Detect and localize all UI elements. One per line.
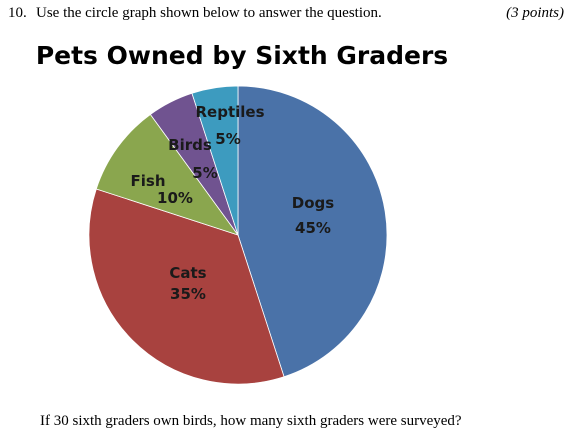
- slice-label-reptiles: Reptiles: [195, 103, 264, 121]
- question-text: Use the circle graph shown below to answ…: [36, 5, 382, 21]
- slice-value-fish: 10%: [157, 189, 193, 207]
- slice-label-dogs: Dogs: [292, 194, 334, 212]
- slice-label-cats: Cats: [169, 264, 206, 282]
- question-number: 10.: [8, 5, 27, 21]
- slice-value-cats: 35%: [170, 285, 206, 303]
- followup-question: If 30 sixth graders own birds, how many …: [40, 413, 462, 429]
- slice-value-reptiles: 5%: [215, 130, 240, 148]
- chart-title: Pets Owned by Sixth Graders: [35, 41, 449, 70]
- pie-slice-dogs: [237, 85, 388, 378]
- pie-slice-fish: [95, 113, 240, 236]
- slice-value-dogs: 45%: [295, 219, 331, 237]
- question-header: 10. Use the circle graph shown below to …: [8, 4, 564, 22]
- slice-label-birds: Birds: [168, 136, 212, 154]
- slice-label-fish: Fish: [131, 172, 166, 190]
- slice-value-birds: 5%: [192, 164, 217, 182]
- pie-slice-reptiles: [191, 85, 239, 236]
- pie-slices: [88, 85, 388, 385]
- question-points: (3 points): [506, 5, 564, 21]
- pie-slice-cats: [88, 188, 285, 385]
